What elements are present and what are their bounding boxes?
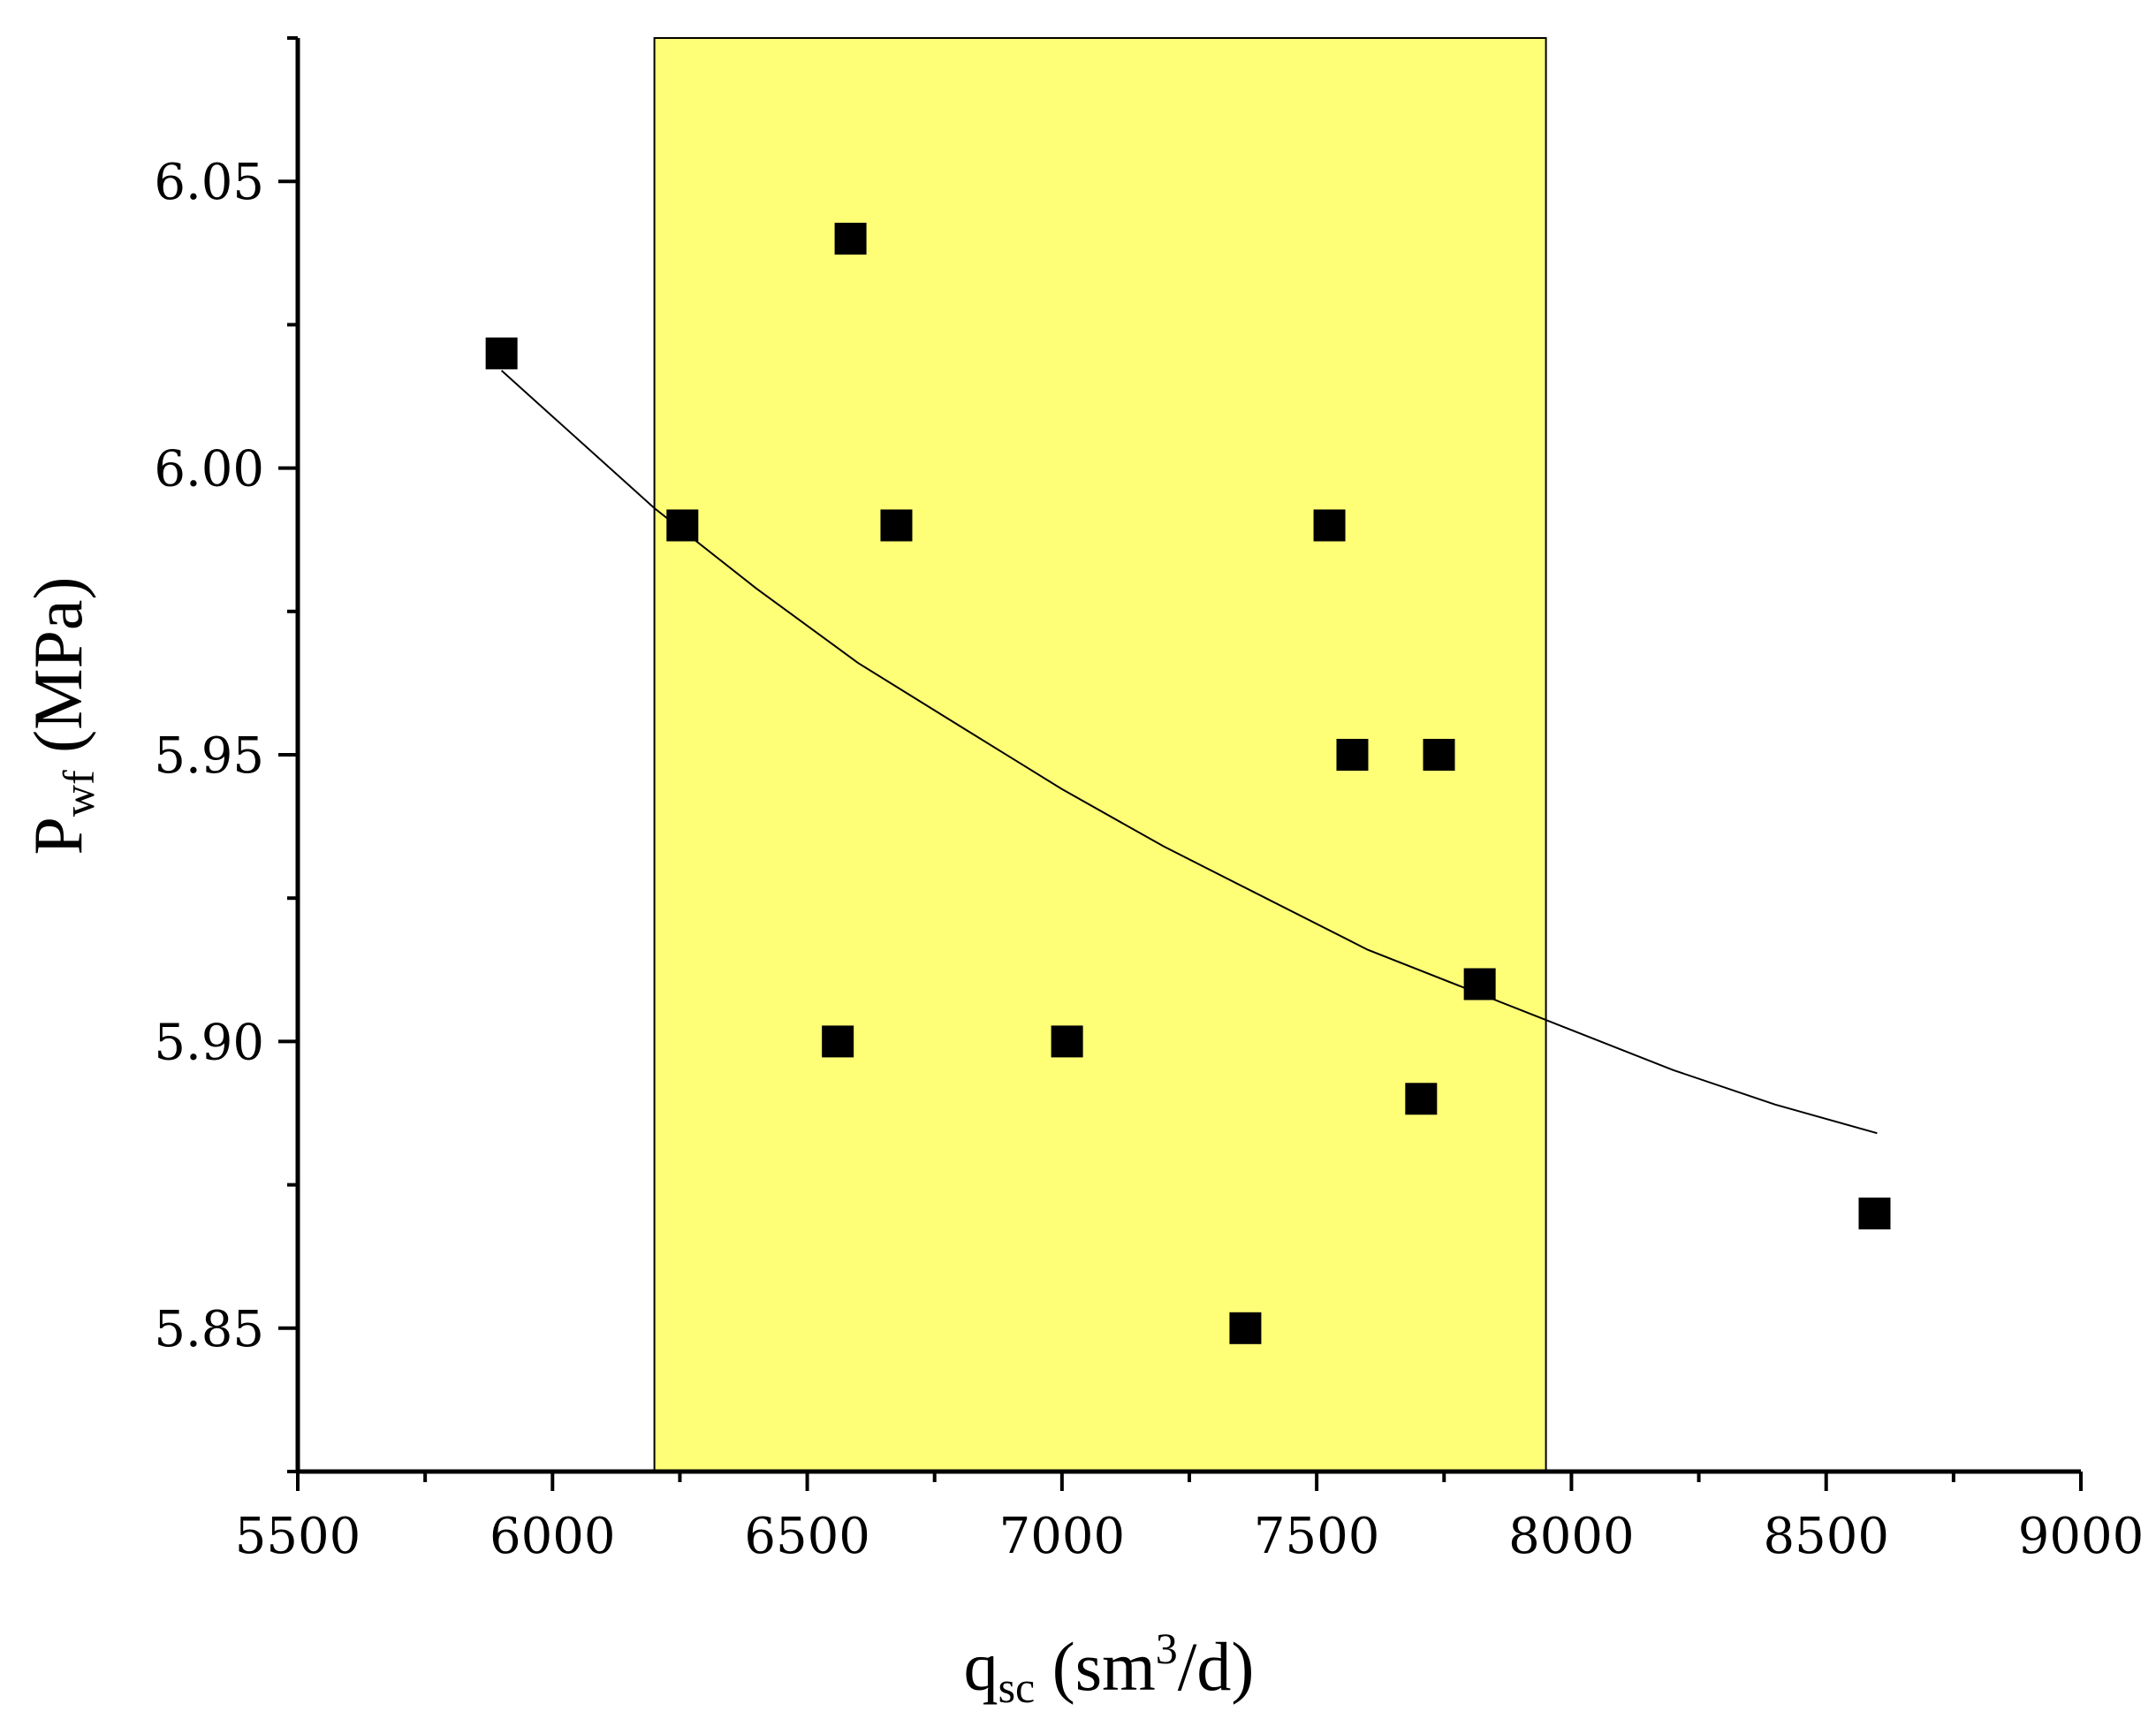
x-tick-label: 7000: [999, 1508, 1126, 1565]
data-point-2: [666, 509, 699, 542]
data-point-11: [1405, 1083, 1438, 1115]
data-point-5: [822, 1025, 854, 1058]
x-axis-title: qsc (sm3/d): [964, 1624, 1255, 1712]
ticks-layer: 5500 6000 6500 7000 7500 8000 8500 9000 5.85 5.90…: [154, 36, 2145, 1565]
x-tick-label: 8500: [1763, 1508, 1889, 1565]
data-point-4: [880, 509, 913, 542]
data-point-6: [1051, 1025, 1083, 1058]
x-tick-label: 6500: [744, 1508, 870, 1565]
data-point-10: [1423, 739, 1455, 771]
x-tick-label: 7500: [1254, 1508, 1380, 1565]
highlight-region-layer: [653, 37, 1547, 1472]
data-point-8: [1313, 509, 1346, 542]
y-tick-label: 6.05: [154, 154, 264, 211]
y-tick-label: 5.90: [154, 1014, 264, 1071]
y-axis-title: Pwf (MPa): [19, 577, 103, 856]
data-point-12: [1463, 968, 1496, 1000]
x-tick-label: 8000: [1508, 1508, 1635, 1565]
data-point-9: [1336, 739, 1369, 771]
y-tick-label: 5.85: [154, 1301, 264, 1358]
x-tick-label: 6000: [490, 1508, 616, 1565]
data-point-7: [1229, 1312, 1262, 1344]
data-point-3: [834, 223, 867, 255]
data-points-layer: [485, 223, 1891, 1344]
highlight-region: [653, 37, 1547, 1472]
y-tick-label: 5.95: [154, 727, 264, 785]
data-point-1: [485, 337, 518, 369]
y-tick-label: 6.00: [154, 441, 264, 498]
x-tick-label: 5500: [235, 1508, 361, 1565]
x-tick-label: 9000: [2018, 1508, 2145, 1565]
data-point-13: [1858, 1198, 1891, 1230]
